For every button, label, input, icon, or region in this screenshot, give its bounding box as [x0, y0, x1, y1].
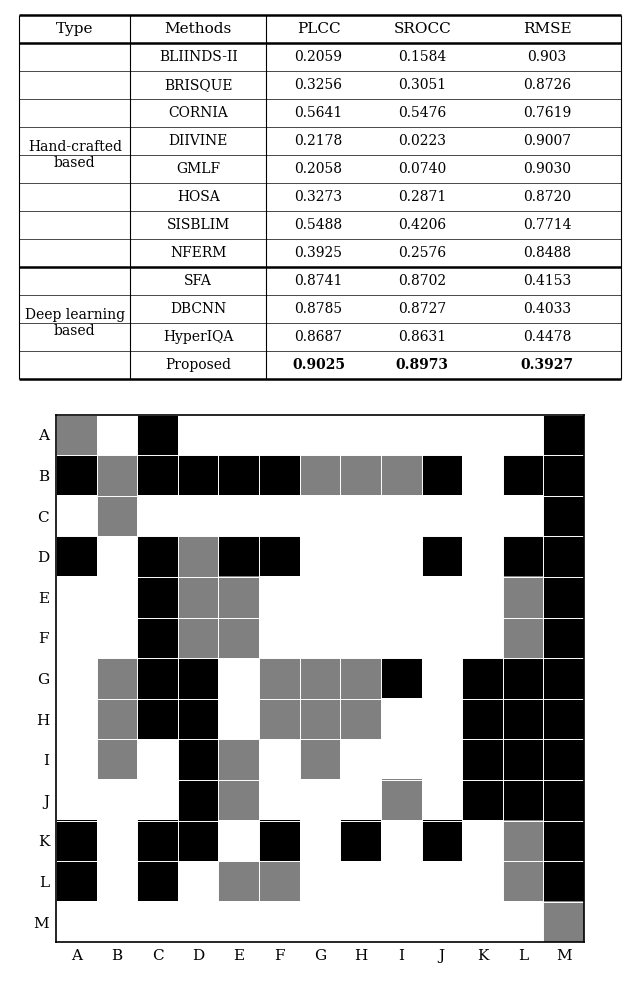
Text: NFERM: NFERM [170, 246, 227, 260]
Text: 0.8726: 0.8726 [523, 78, 571, 92]
Text: 0.5476: 0.5476 [398, 106, 446, 120]
Text: HOSA: HOSA [177, 189, 220, 204]
Text: 0.2178: 0.2178 [294, 134, 342, 148]
Text: 0.9030: 0.9030 [523, 162, 571, 176]
Text: 0.8741: 0.8741 [294, 274, 342, 288]
Text: Proposed: Proposed [165, 358, 231, 372]
Text: 0.1584: 0.1584 [398, 50, 446, 63]
Text: 0.8702: 0.8702 [398, 274, 446, 288]
Text: 0.8488: 0.8488 [523, 246, 571, 260]
Text: RMSE: RMSE [523, 22, 572, 36]
Text: 0.3256: 0.3256 [294, 78, 342, 92]
Text: 0.2059: 0.2059 [294, 50, 342, 63]
Text: BLIINDS-II: BLIINDS-II [159, 50, 237, 63]
Text: 0.8631: 0.8631 [398, 330, 446, 344]
Text: SFA: SFA [184, 274, 212, 288]
Text: 0.5641: 0.5641 [294, 106, 342, 120]
Text: 0.2576: 0.2576 [398, 246, 446, 260]
Text: SROCC: SROCC [394, 22, 451, 36]
Text: BRISQUE: BRISQUE [164, 78, 232, 92]
Text: PLCC: PLCC [297, 22, 340, 36]
Text: GMLF: GMLF [176, 162, 220, 176]
Text: 0.0740: 0.0740 [398, 162, 446, 176]
Text: DIIVINE: DIIVINE [168, 134, 228, 148]
Text: 0.9007: 0.9007 [523, 134, 571, 148]
Text: 0.7619: 0.7619 [523, 106, 572, 120]
Text: 0.4153: 0.4153 [523, 274, 572, 288]
Text: 0.3273: 0.3273 [294, 189, 342, 204]
Text: 0.2871: 0.2871 [398, 189, 446, 204]
Text: 0.0223: 0.0223 [398, 134, 446, 148]
Text: CORNIA: CORNIA [168, 106, 228, 120]
Text: SISBLIM: SISBLIM [166, 218, 230, 232]
Text: 0.8720: 0.8720 [523, 189, 571, 204]
Text: 0.9025: 0.9025 [292, 358, 345, 372]
Text: 0.3927: 0.3927 [520, 358, 573, 372]
Text: 0.7714: 0.7714 [523, 218, 572, 232]
Text: 0.8973: 0.8973 [396, 358, 449, 372]
Text: 0.903: 0.903 [527, 50, 567, 63]
Text: Type: Type [56, 22, 93, 36]
Text: Hand-crafted
based: Hand-crafted based [28, 140, 122, 170]
Text: 0.3051: 0.3051 [398, 78, 446, 92]
Text: DBCNN: DBCNN [170, 302, 227, 315]
Text: Methods: Methods [164, 22, 232, 36]
Text: 0.4206: 0.4206 [398, 218, 446, 232]
Text: Deep learning
based: Deep learning based [25, 308, 125, 338]
Text: 0.5488: 0.5488 [294, 218, 342, 232]
Text: 0.8727: 0.8727 [398, 302, 446, 315]
Text: 0.4478: 0.4478 [523, 330, 572, 344]
Text: 0.8687: 0.8687 [294, 330, 342, 344]
Text: 0.8785: 0.8785 [294, 302, 342, 315]
Text: 0.3925: 0.3925 [294, 246, 342, 260]
Text: HyperIQA: HyperIQA [163, 330, 234, 344]
Text: 0.2058: 0.2058 [294, 162, 342, 176]
Text: 0.4033: 0.4033 [523, 302, 571, 315]
